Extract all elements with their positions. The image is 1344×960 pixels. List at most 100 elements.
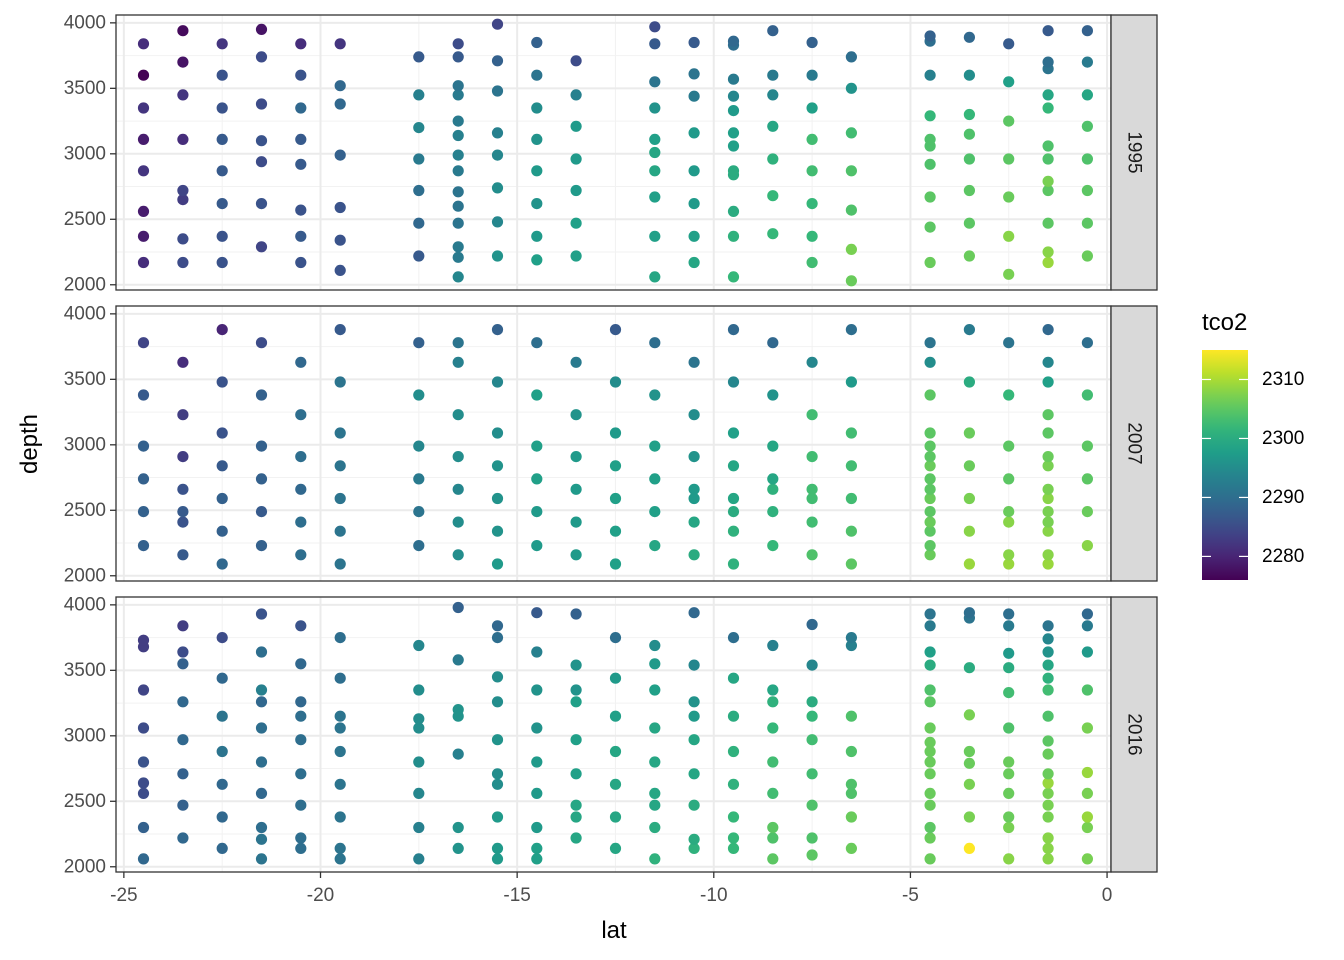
data-point: [531, 853, 543, 865]
facet-strip-label: 1995: [1124, 131, 1145, 173]
data-point: [413, 217, 425, 229]
y-tick-label: 4000: [64, 594, 106, 615]
data-point: [295, 102, 307, 114]
data-point: [491, 734, 504, 746]
data-point: [413, 506, 425, 518]
data-point: [963, 69, 976, 81]
data-point: [570, 184, 582, 197]
data-point: [216, 525, 228, 537]
data-point: [177, 506, 189, 518]
data-point: [255, 389, 268, 401]
data-point: [688, 409, 700, 421]
data-point: [255, 646, 268, 658]
data-point: [413, 153, 425, 165]
data-point: [1042, 89, 1054, 101]
data-point: [1042, 710, 1054, 722]
data-point: [806, 69, 818, 81]
legend-tick-label: 2300: [1262, 428, 1304, 449]
data-point: [649, 165, 661, 177]
data-point: [137, 787, 150, 800]
y-tick-label: 3000: [64, 434, 106, 455]
data-point: [727, 778, 740, 790]
data-point: [1042, 620, 1054, 632]
data-point: [177, 696, 189, 708]
data-point: [413, 51, 425, 63]
legend-colorbar: [1202, 350, 1248, 580]
legend-tick-label: 2310: [1262, 369, 1304, 390]
data-point: [334, 492, 346, 505]
data-point: [570, 799, 582, 811]
data-point: [1081, 684, 1093, 696]
data-point: [295, 696, 307, 708]
data-point: [452, 165, 464, 177]
data-point: [413, 540, 425, 552]
data-point: [177, 233, 189, 245]
data-point: [295, 549, 307, 561]
data-point: [963, 778, 976, 790]
data-point: [924, 787, 936, 800]
data-point: [1003, 768, 1015, 780]
data-point: [491, 525, 504, 537]
data-point: [295, 409, 307, 421]
data-point: [649, 756, 661, 768]
data-point: [924, 620, 936, 632]
data-point: [255, 540, 268, 552]
data-point: [452, 217, 464, 229]
data-point: [255, 756, 268, 768]
x-axis-title: lat: [601, 917, 627, 944]
data-point: [1081, 646, 1093, 658]
data-point: [609, 710, 622, 722]
data-point: [137, 69, 150, 81]
y-tick-label: 2500: [64, 500, 106, 521]
data-point: [295, 842, 307, 855]
data-point: [649, 639, 661, 652]
data-point: [413, 440, 425, 452]
data-point: [413, 184, 425, 197]
data-point: [177, 89, 189, 101]
data-point: [216, 710, 228, 722]
data-point: [727, 376, 740, 388]
data-point: [806, 256, 818, 269]
data-point: [295, 620, 307, 632]
data-point: [963, 250, 976, 262]
data-point: [1081, 184, 1093, 197]
facet-panel-2016: 2016 2000 2500 3000 3500 4000 -25 -20 -15 -10 -5 0: [64, 594, 1158, 906]
data-point: [177, 409, 189, 421]
data-point: [845, 492, 858, 505]
data-point: [1003, 38, 1015, 50]
data-point: [727, 460, 740, 472]
data-point: [727, 832, 740, 844]
data-point: [845, 243, 858, 255]
data-point: [609, 778, 622, 790]
data-point: [963, 607, 976, 619]
data-point: [1042, 184, 1054, 197]
data-point: [413, 337, 425, 349]
data-point: [609, 460, 622, 472]
data-point: [924, 492, 936, 505]
data-point: [1003, 687, 1015, 699]
data-point: [1042, 525, 1054, 537]
data-point: [531, 440, 543, 452]
data-point: [216, 778, 228, 790]
data-point: [216, 102, 228, 114]
data-point: [845, 324, 858, 336]
data-point: [1081, 811, 1093, 823]
data-point: [413, 639, 425, 652]
data-point: [1042, 777, 1054, 789]
data-point: [924, 540, 936, 552]
data-point: [609, 558, 622, 570]
data-point: [177, 184, 189, 197]
data-point: [924, 646, 936, 658]
data-point: [491, 620, 504, 632]
data-point: [1003, 440, 1015, 452]
facet-strip-label: 2007: [1124, 422, 1145, 464]
data-point: [255, 337, 268, 349]
data-point: [334, 80, 346, 92]
data-point: [137, 821, 150, 834]
data-point: [688, 696, 700, 708]
data-point: [255, 821, 268, 834]
x-tick-label: -10: [700, 885, 727, 906]
data-point: [924, 722, 936, 734]
data-point: [1081, 217, 1093, 229]
data-point: [1081, 787, 1093, 800]
